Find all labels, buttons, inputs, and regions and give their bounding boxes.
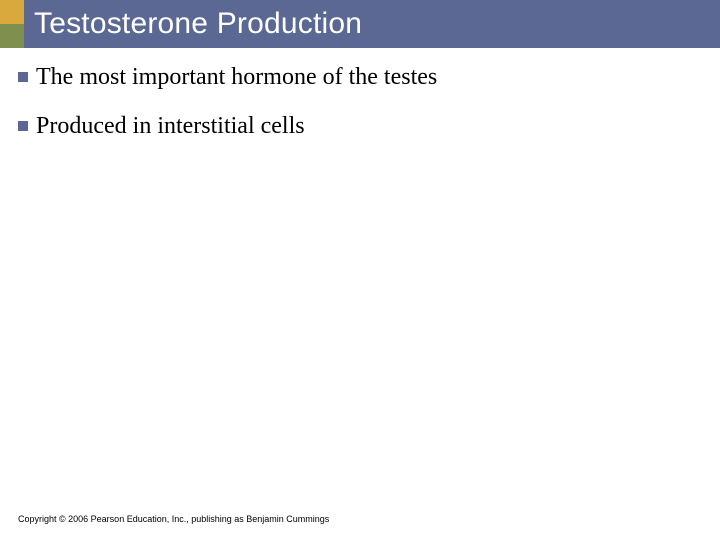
slide-title: Testosterone Production (34, 7, 362, 41)
accent-bottom-square (0, 24, 24, 48)
bullet-item: The most important hormone of the testes (18, 62, 702, 93)
bullet-marker-icon (18, 72, 28, 82)
bullet-item: Produced in interstitial cells (18, 111, 702, 142)
slide-header: Testosterone Production (0, 0, 720, 48)
bullet-text: The most important hormone of the testes (36, 62, 437, 93)
accent-top-square (0, 0, 24, 24)
bullet-text: Produced in interstitial cells (36, 111, 305, 142)
slide-content: The most important hormone of the testes… (0, 48, 720, 142)
copyright-footer: Copyright © 2006 Pearson Education, Inc.… (18, 514, 329, 524)
bullet-marker-icon (18, 121, 28, 131)
accent-block (0, 0, 24, 48)
